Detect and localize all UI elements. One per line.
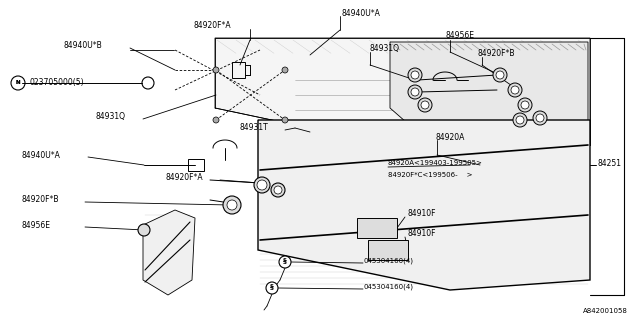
Circle shape (279, 256, 291, 268)
Circle shape (511, 86, 519, 94)
Circle shape (518, 98, 532, 112)
Text: 84910F: 84910F (407, 210, 435, 219)
Circle shape (282, 117, 288, 123)
Circle shape (493, 68, 507, 82)
Circle shape (213, 67, 219, 73)
Text: S: S (270, 284, 274, 290)
Text: 045304160(4): 045304160(4) (363, 284, 413, 290)
Circle shape (508, 83, 522, 97)
Text: N: N (16, 81, 20, 85)
Text: 84920A: 84920A (436, 132, 465, 141)
Text: 84931Q: 84931Q (369, 44, 399, 53)
Text: S: S (283, 260, 287, 265)
Circle shape (223, 196, 241, 214)
Text: 84920F*A: 84920F*A (166, 173, 204, 182)
Bar (357, 218, 397, 238)
Circle shape (418, 98, 432, 112)
Polygon shape (390, 42, 588, 143)
Text: S: S (270, 285, 274, 291)
Circle shape (227, 200, 237, 210)
Text: 84251: 84251 (598, 158, 622, 167)
Bar (368, 240, 408, 260)
Circle shape (521, 101, 529, 109)
Polygon shape (143, 210, 195, 295)
Circle shape (496, 71, 504, 79)
Circle shape (271, 183, 285, 197)
Circle shape (421, 101, 429, 109)
Text: 84910F: 84910F (407, 229, 435, 238)
Circle shape (254, 177, 270, 193)
Text: 84940U*B: 84940U*B (64, 42, 103, 51)
Polygon shape (215, 38, 590, 145)
Text: 84931T: 84931T (240, 124, 269, 132)
Text: S: S (283, 259, 287, 263)
Text: 023705000(5): 023705000(5) (30, 77, 84, 86)
Polygon shape (258, 120, 590, 290)
Circle shape (513, 113, 527, 127)
Text: 84940U*A: 84940U*A (342, 10, 381, 19)
Circle shape (138, 224, 150, 236)
Text: 84920F*B: 84920F*B (22, 196, 60, 204)
Circle shape (411, 71, 419, 79)
Text: 84920A<199403-199505>: 84920A<199403-199505> (388, 160, 483, 166)
Circle shape (257, 180, 267, 190)
Circle shape (408, 85, 422, 99)
Text: 84956E: 84956E (446, 31, 475, 41)
Circle shape (516, 116, 524, 124)
Circle shape (213, 117, 219, 123)
Text: 84956E: 84956E (22, 220, 51, 229)
Circle shape (536, 114, 544, 122)
Circle shape (266, 282, 278, 294)
Text: 84920F*C<199506-    >: 84920F*C<199506- > (388, 172, 472, 178)
Text: 84920F*A: 84920F*A (194, 21, 232, 30)
Text: A842001058: A842001058 (583, 308, 628, 314)
Text: 045304160(4): 045304160(4) (363, 258, 413, 264)
Circle shape (533, 111, 547, 125)
Text: 84940U*A: 84940U*A (22, 151, 61, 161)
Text: 84931Q: 84931Q (95, 111, 125, 121)
Circle shape (282, 67, 288, 73)
Circle shape (411, 88, 419, 96)
Text: 84920F*B: 84920F*B (478, 49, 515, 58)
Circle shape (408, 68, 422, 82)
Circle shape (274, 186, 282, 194)
Text: N: N (16, 81, 20, 85)
